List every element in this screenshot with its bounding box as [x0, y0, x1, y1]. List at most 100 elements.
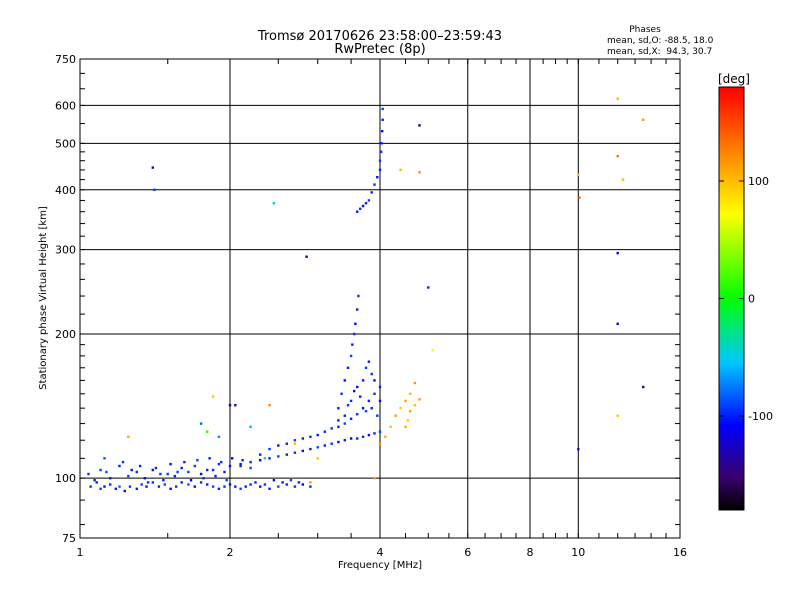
echo-point	[378, 442, 382, 445]
echo-point	[272, 202, 276, 205]
echo-point	[99, 468, 102, 472]
echo-point	[406, 419, 410, 422]
y-tick-label: 400	[55, 184, 76, 197]
echo-point	[356, 385, 359, 389]
echo-point	[305, 255, 308, 258]
echo-point	[199, 472, 203, 476]
echo-point	[234, 404, 237, 407]
echo-point	[301, 449, 304, 453]
echo-point	[140, 483, 143, 486]
echo-point	[217, 435, 221, 438]
echo-point	[356, 413, 359, 416]
echo-point	[123, 489, 126, 493]
echo-point	[301, 483, 304, 486]
echo-point	[211, 485, 215, 488]
echo-point	[373, 183, 376, 186]
echo-point	[297, 481, 301, 484]
echo-point	[93, 479, 96, 482]
echo-point	[364, 366, 368, 369]
echo-point	[301, 437, 304, 440]
echo-point	[217, 462, 221, 466]
echo-point	[418, 171, 421, 174]
echo-point	[367, 399, 371, 403]
echo-point	[381, 118, 384, 121]
echo-point	[293, 451, 297, 454]
echo-point	[367, 199, 371, 202]
echo-point	[616, 155, 619, 158]
echo-point	[249, 466, 252, 470]
echo-point	[384, 435, 387, 438]
echo-point	[121, 460, 125, 464]
echo-point	[381, 107, 384, 111]
echo-point	[202, 477, 205, 480]
echo-point	[249, 483, 252, 486]
echo-point	[130, 468, 133, 472]
echo-point	[346, 404, 350, 407]
y-tick-label: 200	[55, 328, 76, 341]
echo-point	[163, 483, 166, 486]
echo-point	[370, 191, 373, 194]
echo-point	[378, 399, 382, 403]
echo-point	[199, 481, 203, 484]
echo-point	[364, 410, 368, 413]
echo-point	[409, 410, 412, 413]
echo-point	[268, 404, 271, 407]
echo-point	[223, 470, 226, 474]
echo-point	[361, 407, 365, 410]
echo-point	[378, 430, 382, 433]
echo-point	[356, 437, 359, 440]
echo-point	[578, 196, 581, 199]
echo-point	[268, 447, 271, 451]
echo-point	[231, 457, 234, 460]
echo-point	[175, 485, 178, 488]
echo-point	[217, 487, 221, 490]
echo-point	[309, 485, 312, 488]
echo-point	[616, 97, 619, 100]
echo-point	[356, 210, 359, 213]
echo-point	[389, 425, 392, 428]
echo-point	[87, 472, 90, 476]
echo-point	[337, 425, 340, 428]
echo-point	[577, 173, 580, 176]
echo-point	[239, 462, 242, 466]
echo-point	[154, 466, 158, 470]
echo-point	[364, 202, 368, 205]
echo-point	[373, 432, 376, 435]
echo-point	[223, 485, 226, 488]
echo-point	[616, 251, 619, 255]
echo-point	[418, 124, 421, 127]
echo-point	[367, 360, 371, 363]
y-tick-label: 500	[55, 137, 76, 150]
echo-point	[378, 159, 382, 162]
echo-point	[166, 472, 169, 476]
echo-point	[394, 414, 397, 417]
echo-point	[162, 479, 165, 482]
echo-point	[309, 481, 312, 484]
echo-point	[380, 142, 383, 145]
legend-line-o: mean, sd,O: -88.5, 18.0	[607, 36, 714, 46]
echo-point	[127, 474, 130, 478]
x-tick-label: 10	[571, 546, 585, 559]
echo-point	[343, 379, 346, 382]
echo-point	[309, 447, 312, 451]
y-tick-label: 600	[55, 99, 76, 112]
x-tick-label: 1	[77, 546, 84, 559]
echo-point	[211, 468, 215, 472]
echo-point	[234, 485, 237, 488]
legend-line-x: mean, sd,X: 94.3, 30.7	[607, 47, 712, 57]
echo-point	[189, 479, 193, 482]
echo-point	[277, 444, 280, 447]
echo-point	[249, 425, 252, 428]
echo-point	[378, 168, 382, 172]
echo-point	[340, 392, 343, 395]
colorbar-tick-label: 0	[748, 293, 755, 306]
echo-point	[220, 460, 223, 464]
echo-point	[135, 470, 138, 474]
echo-point	[228, 483, 232, 486]
echo-point	[249, 460, 252, 464]
echo-point	[208, 457, 211, 460]
echo-point	[241, 459, 244, 462]
echo-point	[293, 442, 297, 445]
echo-point	[199, 422, 203, 425]
